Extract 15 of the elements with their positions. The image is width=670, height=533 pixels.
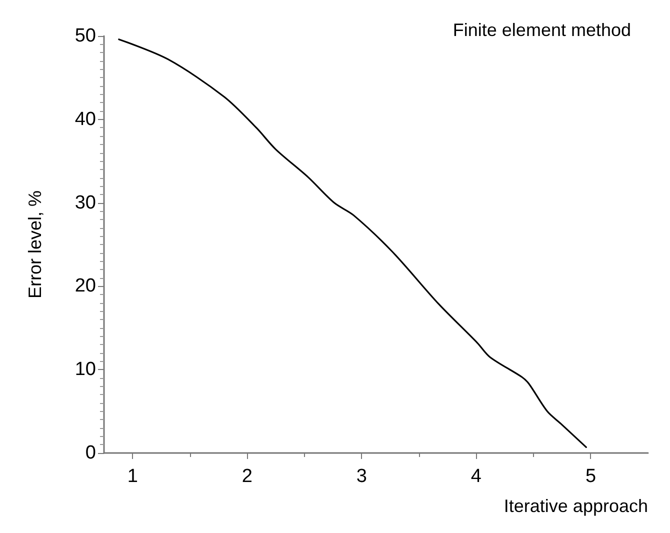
y-tick-label: 20 (74, 276, 96, 297)
y-axis-title: Error level, % (25, 190, 45, 299)
y-tick-label: 40 (74, 108, 96, 130)
x-tick-label: 5 (585, 466, 596, 487)
x-tick-label: 3 (356, 466, 367, 487)
y-tick-label: 10 (74, 359, 96, 380)
x-tick-label: 4 (470, 466, 482, 487)
y-tick-label: 0 (85, 442, 96, 464)
x-tick-label: 2 (242, 466, 252, 487)
line-series (118, 38, 587, 448)
x-axis-title: Iterative approach (504, 496, 648, 516)
x-tick-label: 1 (127, 466, 138, 487)
y-tick-label: 50 (74, 26, 96, 46)
chart-title: Finite element method (452, 20, 631, 40)
y-tick-label: 30 (74, 192, 96, 214)
